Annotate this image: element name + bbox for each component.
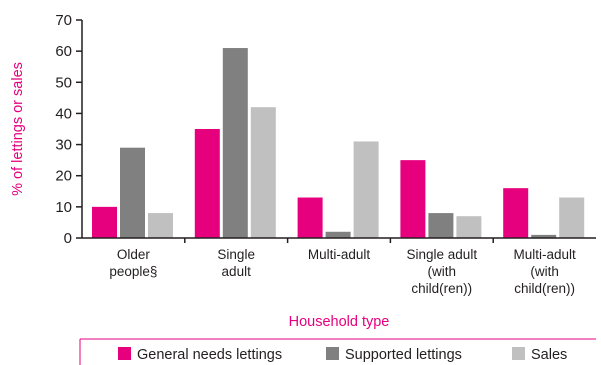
bar-2-2 [222,48,248,239]
y-tick-label: 60 [55,43,72,60]
legend-swatch [326,347,339,360]
axes-layer [81,20,596,243]
y-tick-label: 10 [55,199,72,216]
bar-1-3 [297,197,323,238]
x-category-label: Multi-adult (with child(ren)) [513,247,576,296]
y-tick-label: 0 [64,230,72,247]
y-tick-label: 40 [55,105,72,122]
bar-2-1 [120,147,145,238]
x-category-label: Multi-adult [308,247,371,262]
legend-label: Sales [531,347,567,363]
bar-3-1 [148,213,173,238]
x-category-layer: Older people§ Single adult Multi-adult Single… [109,247,576,296]
x-category-label: Single adult (with child(ren)) [407,247,478,296]
x-category-label: Older people§ [109,247,157,279]
y-tick-label: 20 [55,168,72,185]
bar-3-4 [456,216,482,238]
bar-1-4 [400,160,426,238]
bar-1-5 [503,188,529,238]
y-axis-title: % of lettings or sales [10,62,26,196]
bar-3-5 [559,197,585,238]
x-category-label: Single adult [217,247,255,279]
legend-swatch [118,347,131,360]
bar-2-5 [531,234,557,238]
x-axis-title: Household type [289,314,390,330]
legend-label: General needs lettings [137,347,282,363]
bar-2-3 [325,231,351,238]
legend-label: Supported lettings [345,347,462,363]
bar-1-2 [194,129,220,238]
legend-swatch [512,347,525,360]
bar-3-2 [250,107,276,238]
bars-layer [92,48,585,239]
bar-1-1 [92,206,117,238]
y-tick-label: 70 [55,12,72,29]
y-tick-label: 50 [55,74,72,91]
bar-2-4 [428,213,454,238]
bar-3-3 [353,141,379,238]
legend: General needs lettings Supported lettings… [79,338,596,365]
y-tick-label: 30 [55,137,72,154]
y-tick-layer: 0 10 20 30 40 50 60 70 [55,12,82,247]
